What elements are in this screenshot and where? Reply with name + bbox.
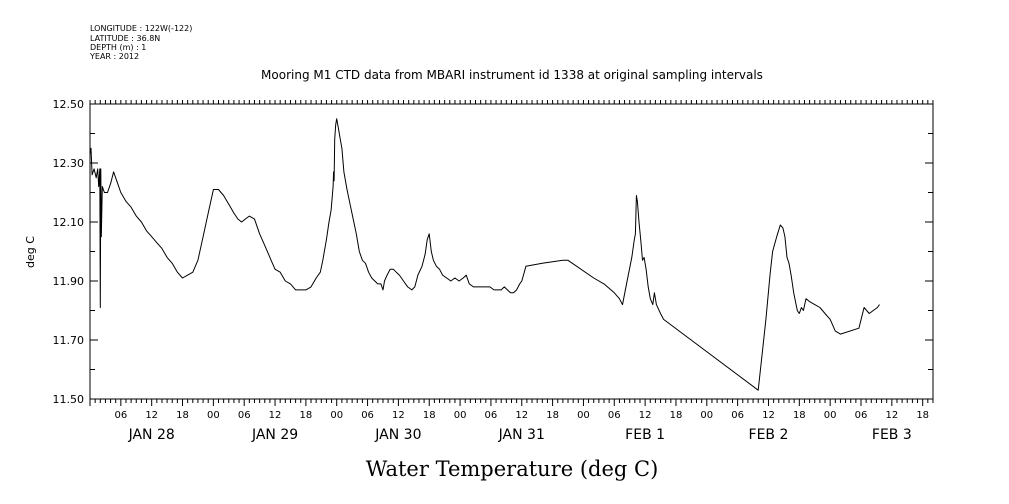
y-axis-title: deg C: [24, 236, 37, 268]
x-day-label: FEB 2: [749, 427, 789, 443]
x-hour-label: 12: [269, 410, 282, 421]
x-hour-label: 06: [238, 410, 251, 421]
x-hour-label: 12: [392, 410, 405, 421]
x-hour-label: 12: [885, 410, 898, 421]
x-hour-label: 00: [454, 410, 467, 421]
x-day-label: JAN 30: [374, 427, 421, 443]
x-hour-label: 18: [176, 410, 189, 421]
x-hour-label: 06: [731, 410, 744, 421]
x-day-label: JAN 31: [498, 427, 545, 443]
x-hour-label: 06: [361, 410, 374, 421]
y-tick-label: 11.90: [53, 275, 85, 288]
x-hour-label: 12: [145, 410, 158, 421]
y-tick-label: 12.10: [53, 216, 85, 229]
y-tick-label: 11.70: [53, 334, 85, 347]
meta-year: YEAR : 2012: [89, 52, 139, 61]
x-axis-ticks: [89, 100, 934, 406]
x-hour-label: 18: [670, 410, 683, 421]
x-hour-label: 06: [485, 410, 498, 421]
x-hour-label: 18: [546, 410, 559, 421]
meta-latitude: LATITUDE : 36.8N: [90, 34, 160, 43]
x-hour-label: 18: [423, 410, 436, 421]
x-day-label: FEB 1: [625, 427, 665, 443]
x-day-label: FEB 3: [872, 427, 912, 443]
temperature-series-line: [89, 118, 880, 391]
x-day-label: JAN 28: [128, 427, 175, 443]
x-axis-title: Water Temperature (deg C): [366, 457, 659, 481]
meta-depth: DEPTH (m) : 1: [90, 43, 146, 52]
x-day-label: JAN 29: [251, 427, 298, 443]
y-tick-label: 12.30: [53, 157, 85, 170]
chart-title: Mooring M1 CTD data from MBARI instrumen…: [261, 68, 763, 82]
x-hour-label: 00: [577, 410, 590, 421]
x-axis-labels: 06 12 18 00 06 12 18 00 06 12 18 00 06 12 18 00 06 12 18 00…: [114, 410, 929, 443]
x-hour-label: 12: [639, 410, 652, 421]
plot-frame: [89, 103, 934, 400]
meta-longitude: LONGITUDE : 122W(-122): [90, 24, 192, 33]
x-hour-label: 00: [824, 410, 837, 421]
x-hour-label: 18: [300, 410, 313, 421]
x-hour-label: 12: [515, 410, 528, 421]
x-hour-label: 00: [207, 410, 220, 421]
x-hour-label: 12: [762, 410, 775, 421]
series-group: [89, 118, 880, 391]
x-hour-label: 00: [330, 410, 343, 421]
x-hour-label: 00: [700, 410, 713, 421]
x-hour-label: 18: [916, 410, 929, 421]
x-hour-label: 18: [793, 410, 806, 421]
x-hour-label: 06: [608, 410, 621, 421]
x-hour-label: 06: [114, 410, 127, 421]
y-tick-label: 12.50: [53, 98, 85, 111]
x-hour-label: 06: [855, 410, 868, 421]
y-axis-labels: 11.50 11.70 11.90 12.10 12.30 12.50: [53, 98, 85, 406]
y-tick-label: 11.50: [53, 393, 85, 406]
